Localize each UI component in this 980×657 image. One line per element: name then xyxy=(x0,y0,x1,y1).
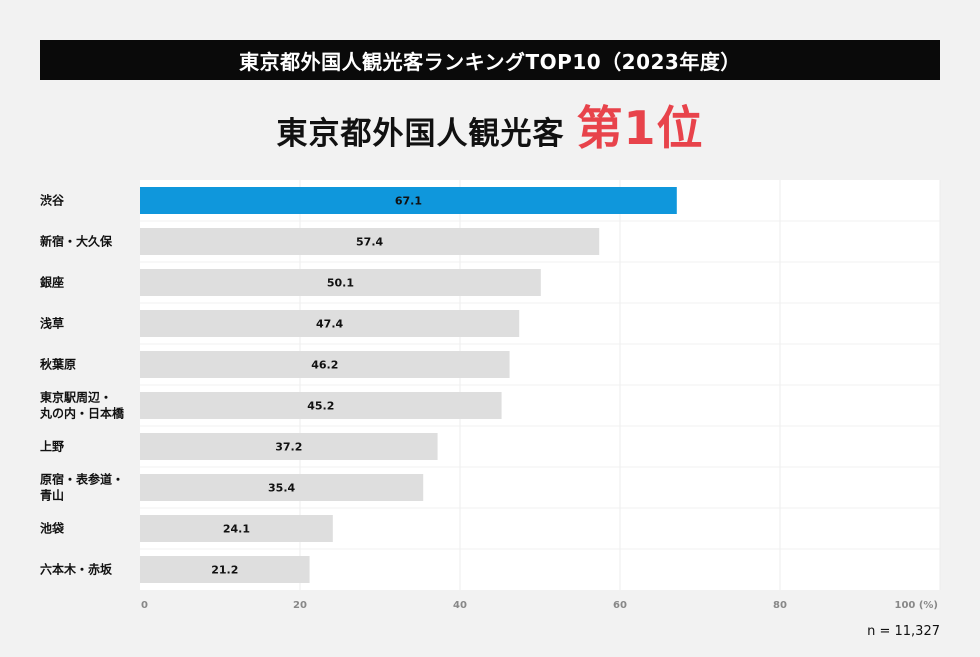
bar xyxy=(140,228,600,255)
bar xyxy=(140,433,438,460)
bar-value-label: 24.1 xyxy=(223,523,250,536)
bar-value-label: 35.4 xyxy=(268,482,295,495)
category-label: 東京駅周辺・ xyxy=(40,390,112,405)
category-label: 浅草 xyxy=(40,316,64,331)
category-label: 青山 xyxy=(40,488,64,503)
category-label: 丸の内・日本橋 xyxy=(39,406,125,421)
bar-value-label: 57.4 xyxy=(356,236,383,249)
bar-value-label: 37.2 xyxy=(275,441,302,454)
x-tick-label: 80 xyxy=(773,600,787,611)
category-label: 秋葉原 xyxy=(40,357,76,372)
header-bar: 東京都外国人観光客ランキングTOP10（2023年度） xyxy=(40,40,940,80)
header-title: 東京都外国人観光客ランキングTOP10（2023年度） xyxy=(239,49,741,74)
category-label: 渋谷 xyxy=(40,193,65,208)
bar xyxy=(140,474,424,501)
x-tick-label: 20 xyxy=(293,600,307,611)
x-tick-label: 0 xyxy=(141,600,148,611)
x-tick-label: 40 xyxy=(453,600,467,611)
category-label: 新宿・大久保 xyxy=(40,234,113,249)
bar-value-label: 67.1 xyxy=(395,195,422,208)
sample-size: n = 11,327 xyxy=(867,624,940,639)
category-label: 銀座 xyxy=(39,275,64,290)
bar xyxy=(140,392,502,419)
category-label: 原宿・表参道・ xyxy=(40,472,124,487)
bar xyxy=(140,269,541,296)
bar xyxy=(140,556,310,583)
headline: 東京都外国人観光客 第1位 xyxy=(0,92,980,162)
category-label: 池袋 xyxy=(40,521,65,536)
category-label: 六本木・赤坂 xyxy=(40,562,113,577)
headline-main: 東京都外国人観光客 xyxy=(276,116,565,152)
bar xyxy=(140,515,333,542)
x-tick-label: 100 (%) xyxy=(894,600,938,611)
bar-value-label: 47.4 xyxy=(316,318,343,331)
bar-value-label: 45.2 xyxy=(307,400,334,413)
bar xyxy=(140,310,520,337)
bar xyxy=(140,351,510,378)
bar-value-label: 50.1 xyxy=(327,277,354,290)
bar xyxy=(140,187,677,214)
headline-rank: 第1位 xyxy=(576,101,704,155)
category-label: 上野 xyxy=(40,439,64,454)
bar-value-label: 21.2 xyxy=(211,564,238,577)
bar-value-label: 46.2 xyxy=(311,359,338,372)
x-tick-label: 60 xyxy=(613,600,627,611)
